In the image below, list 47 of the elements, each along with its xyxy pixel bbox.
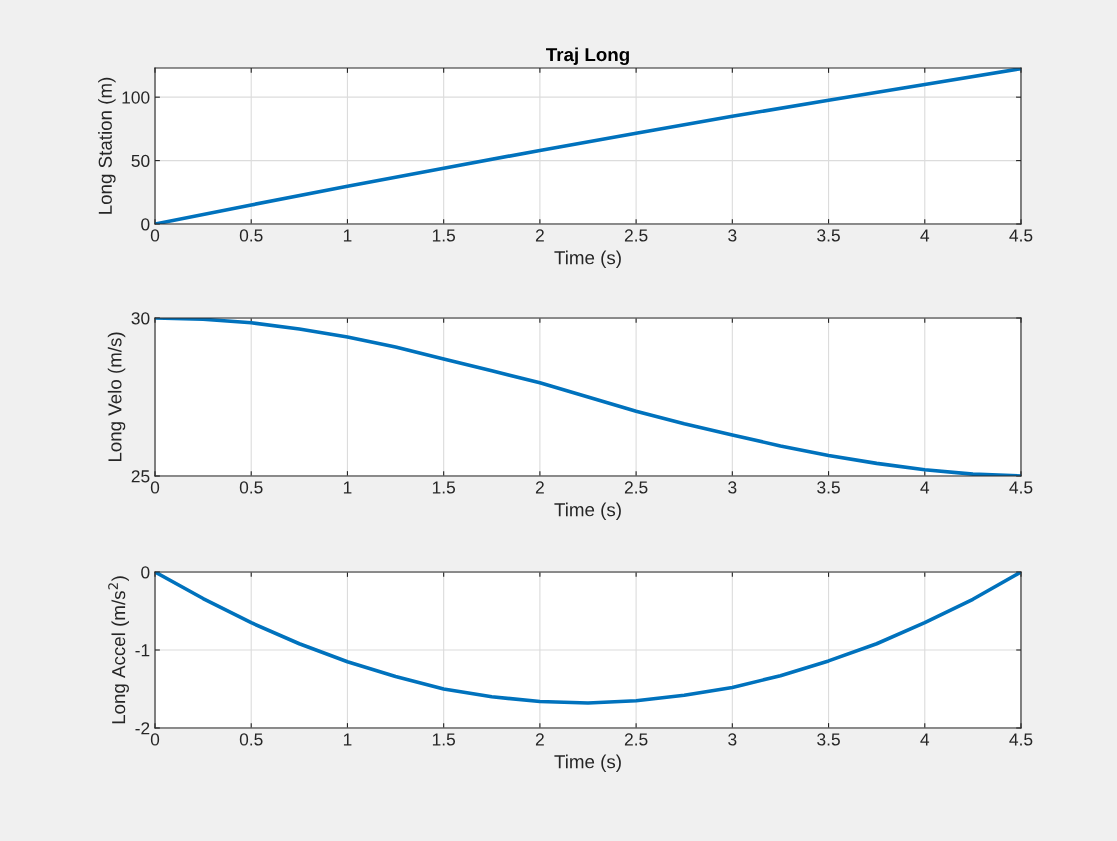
x-tick-label: 2: [535, 229, 544, 242]
y-tick-label: -2: [135, 722, 150, 735]
x-tick-label: 0.5: [239, 229, 263, 242]
y-axis-title: Long Accel (m/s$^{2}$): [108, 576, 129, 724]
x-tick-label: 4.5: [1009, 229, 1033, 242]
x-tick-label: 3.5: [817, 481, 840, 494]
chart-title: Traj Long: [546, 47, 629, 66]
x-tick-label: 0: [150, 229, 160, 242]
x-tick-label: 1: [343, 733, 352, 746]
x-tick-label: 4.5: [1009, 733, 1033, 746]
y-tick-label: 50: [131, 154, 150, 168]
x-tick-label: 0.5: [239, 481, 263, 494]
x-tick-label: 1: [343, 229, 352, 242]
y-tick-label: 0: [141, 218, 150, 231]
x-tick-label: 0.5: [239, 733, 263, 746]
y-tick-label: 100: [122, 91, 150, 104]
x-tick-label: 3.5: [817, 229, 840, 242]
x-tick-label: 4: [920, 733, 930, 746]
x-tick-label: 0: [150, 481, 160, 494]
y-axis-title: Long Station (m): [98, 77, 116, 214]
x-tick-label: 2.5: [624, 481, 648, 494]
line-series: [155, 318, 1021, 476]
x-tick-label: 2.5: [624, 733, 648, 746]
x-axis-title: Time (s): [554, 502, 621, 521]
x-tick-label: 4: [920, 229, 930, 242]
y-tick-label: 25: [131, 470, 150, 483]
y-axis-title: Long Velo (m/s): [107, 332, 126, 462]
x-axis-title: Time (s): [554, 250, 621, 269]
x-tick-label: 3: [728, 481, 737, 494]
x-tick-label: 4.5: [1009, 481, 1033, 494]
y-tick-label: 30: [131, 312, 150, 325]
x-tick-label: 3: [728, 733, 737, 746]
x-tick-label: 1.5: [432, 229, 456, 242]
x-tick-label: 1: [343, 481, 352, 494]
x-tick-label: 2: [535, 733, 544, 746]
x-tick-label: 0: [150, 733, 160, 746]
x-tick-label: 1.5: [432, 733, 456, 746]
x-tick-label: 4: [920, 481, 930, 494]
x-tick-label: 1.5: [432, 481, 456, 494]
y-tick-label: 0: [141, 566, 150, 579]
x-tick-label: 3.5: [817, 733, 840, 746]
x-tick-label: 2.5: [624, 229, 648, 242]
x-tick-label: 2: [535, 481, 544, 494]
x-tick-label: 3: [728, 229, 737, 242]
line-series: [155, 68, 1021, 224]
y-tick-label: -1: [135, 644, 150, 657]
x-axis-title: Time (s): [554, 754, 621, 773]
